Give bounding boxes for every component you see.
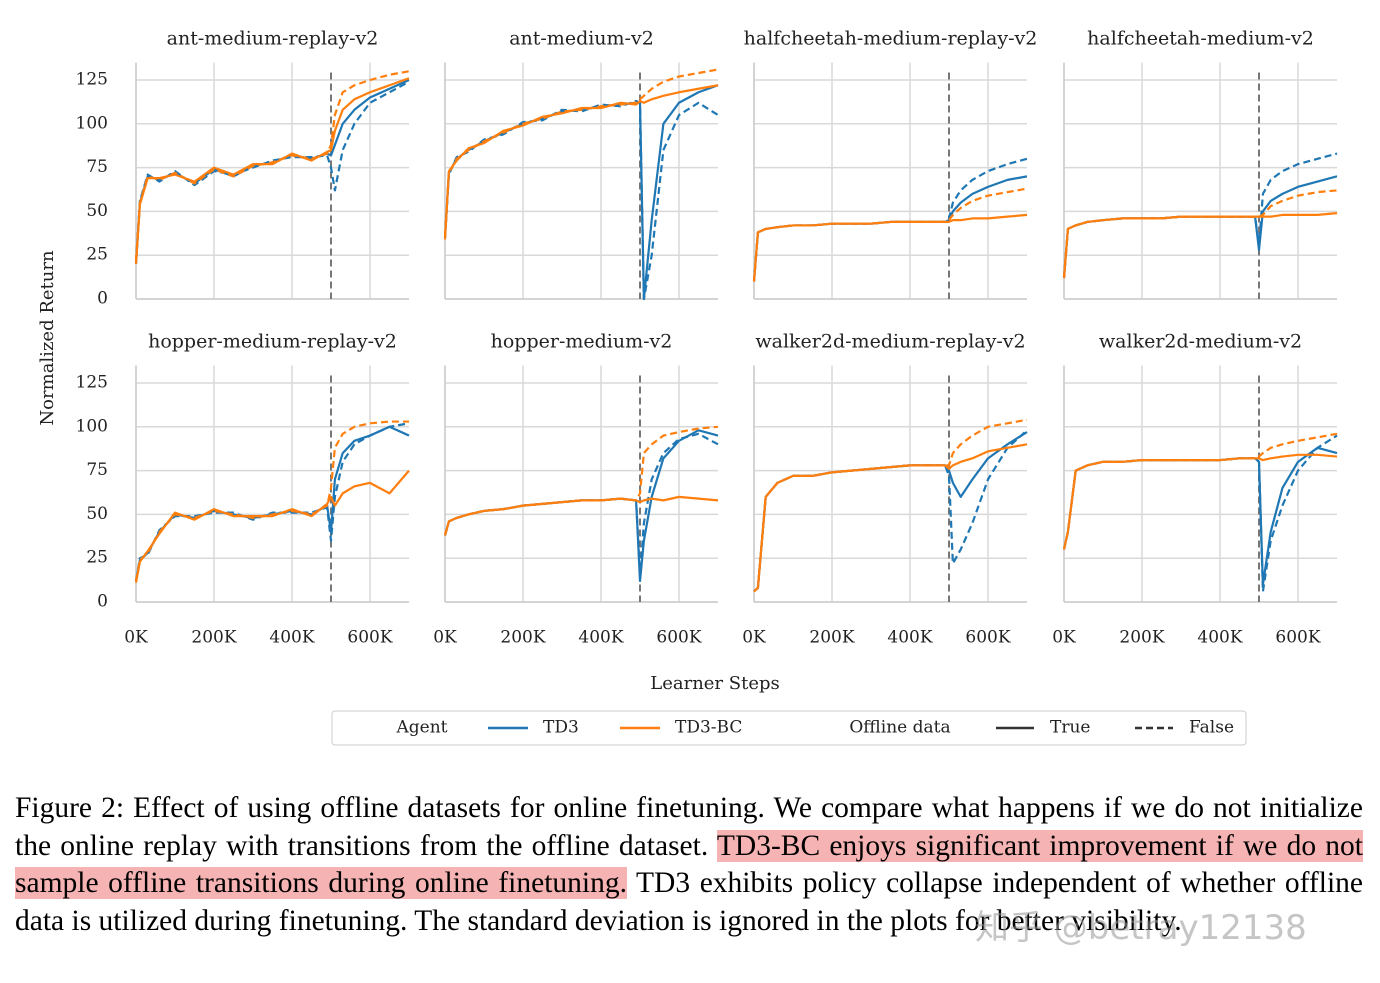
legend-label: True	[1050, 718, 1090, 738]
x-tick-label: 200K	[1119, 628, 1164, 648]
series-line	[753, 431, 1028, 593]
legend-title: Agent	[396, 718, 448, 738]
y-tick-label: 0	[97, 289, 108, 309]
chart-title: ant-medium-replay-v2	[167, 27, 379, 49]
x-tick-label: 600K	[965, 628, 1010, 648]
series-line	[134, 70, 410, 261]
x-tick-label: 0K	[433, 628, 457, 648]
x-tick-label: 400K	[1197, 628, 1242, 648]
series-line	[753, 418, 1028, 593]
y-tick-label: 125	[76, 373, 108, 393]
series-line	[753, 443, 1028, 593]
figure: Learner Steps Normalized Return ant-medi…	[37, 27, 1338, 746]
series-line	[1062, 189, 1338, 279]
series-line	[752, 175, 1028, 282]
series-line	[752, 157, 1028, 282]
chart-title: halfcheetah-medium-replay-v2	[744, 27, 1038, 49]
legend-title: Offline data	[849, 718, 950, 738]
y-tick-label: 50	[86, 504, 108, 524]
series-line	[752, 213, 1028, 282]
legend-box	[331, 710, 1247, 746]
y-tick-label: 75	[86, 460, 108, 480]
y-tick-label: 50	[86, 201, 108, 221]
x-tick-label: 200K	[809, 628, 854, 648]
y-tick-label: 100	[76, 416, 108, 436]
x-tick-label: 0K	[1052, 628, 1076, 648]
legend-label: TD3-BC	[675, 718, 742, 738]
series-line	[1062, 432, 1338, 550]
series-line	[134, 420, 409, 582]
y-tick-label: 25	[86, 548, 108, 568]
series-line	[1062, 434, 1338, 593]
x-tick-label: 600K	[347, 628, 392, 648]
series-line	[1062, 175, 1338, 279]
chart-title: walker2d-medium-replay-v2	[755, 330, 1025, 352]
x-tick-label: 400K	[578, 628, 623, 648]
legend-label: TD3	[543, 718, 579, 738]
series-line	[1062, 453, 1338, 550]
x-tick-label: 0K	[124, 628, 148, 648]
series-line	[1062, 446, 1338, 586]
watermark: 知乎 @betray12138	[975, 908, 1307, 948]
x-tick-label: 600K	[1275, 628, 1320, 648]
caption-text: TD3 exhibits policy collapse independent…	[15, 867, 1363, 937]
series-line	[134, 422, 410, 582]
x-axis-label: Learner Steps	[650, 673, 780, 694]
series-line	[443, 495, 719, 536]
series-line	[134, 469, 410, 583]
series-line	[443, 432, 719, 577]
chart-title: hopper-medium-replay-v2	[148, 330, 397, 352]
caption: Figure 2: Effect of using offline datase…	[15, 790, 1364, 940]
series-line	[443, 425, 719, 536]
y-axis-label: Normalized Return	[37, 250, 58, 426]
series-line	[1062, 212, 1338, 279]
x-tick-label: 600K	[656, 628, 701, 648]
series-line	[443, 84, 719, 240]
x-tick-label: 400K	[269, 628, 314, 648]
x-tick-label: 200K	[500, 628, 545, 648]
legend-label: False	[1189, 718, 1234, 738]
y-tick-label: 25	[86, 245, 108, 265]
series-line	[134, 80, 410, 263]
x-tick-label: 400K	[887, 628, 932, 648]
y-tick-label: 125	[76, 70, 108, 90]
series-line	[443, 68, 719, 236]
x-tick-label: 200K	[191, 628, 236, 648]
chart-title: halfcheetah-medium-v2	[1087, 27, 1314, 49]
chart-title: walker2d-medium-v2	[1099, 330, 1302, 352]
x-tick-label: 0K	[742, 628, 766, 648]
y-tick-label: 75	[86, 157, 108, 177]
y-tick-label: 0	[97, 592, 108, 612]
chart-title: hopper-medium-v2	[491, 330, 673, 352]
series-line	[752, 187, 1028, 282]
series-line	[753, 429, 1028, 593]
series-line	[443, 99, 719, 301]
chart-title: ant-medium-v2	[509, 27, 654, 49]
y-tick-label: 100	[76, 113, 108, 133]
caption-text: Figure 2: Effect of using offline datase…	[15, 792, 1363, 862]
